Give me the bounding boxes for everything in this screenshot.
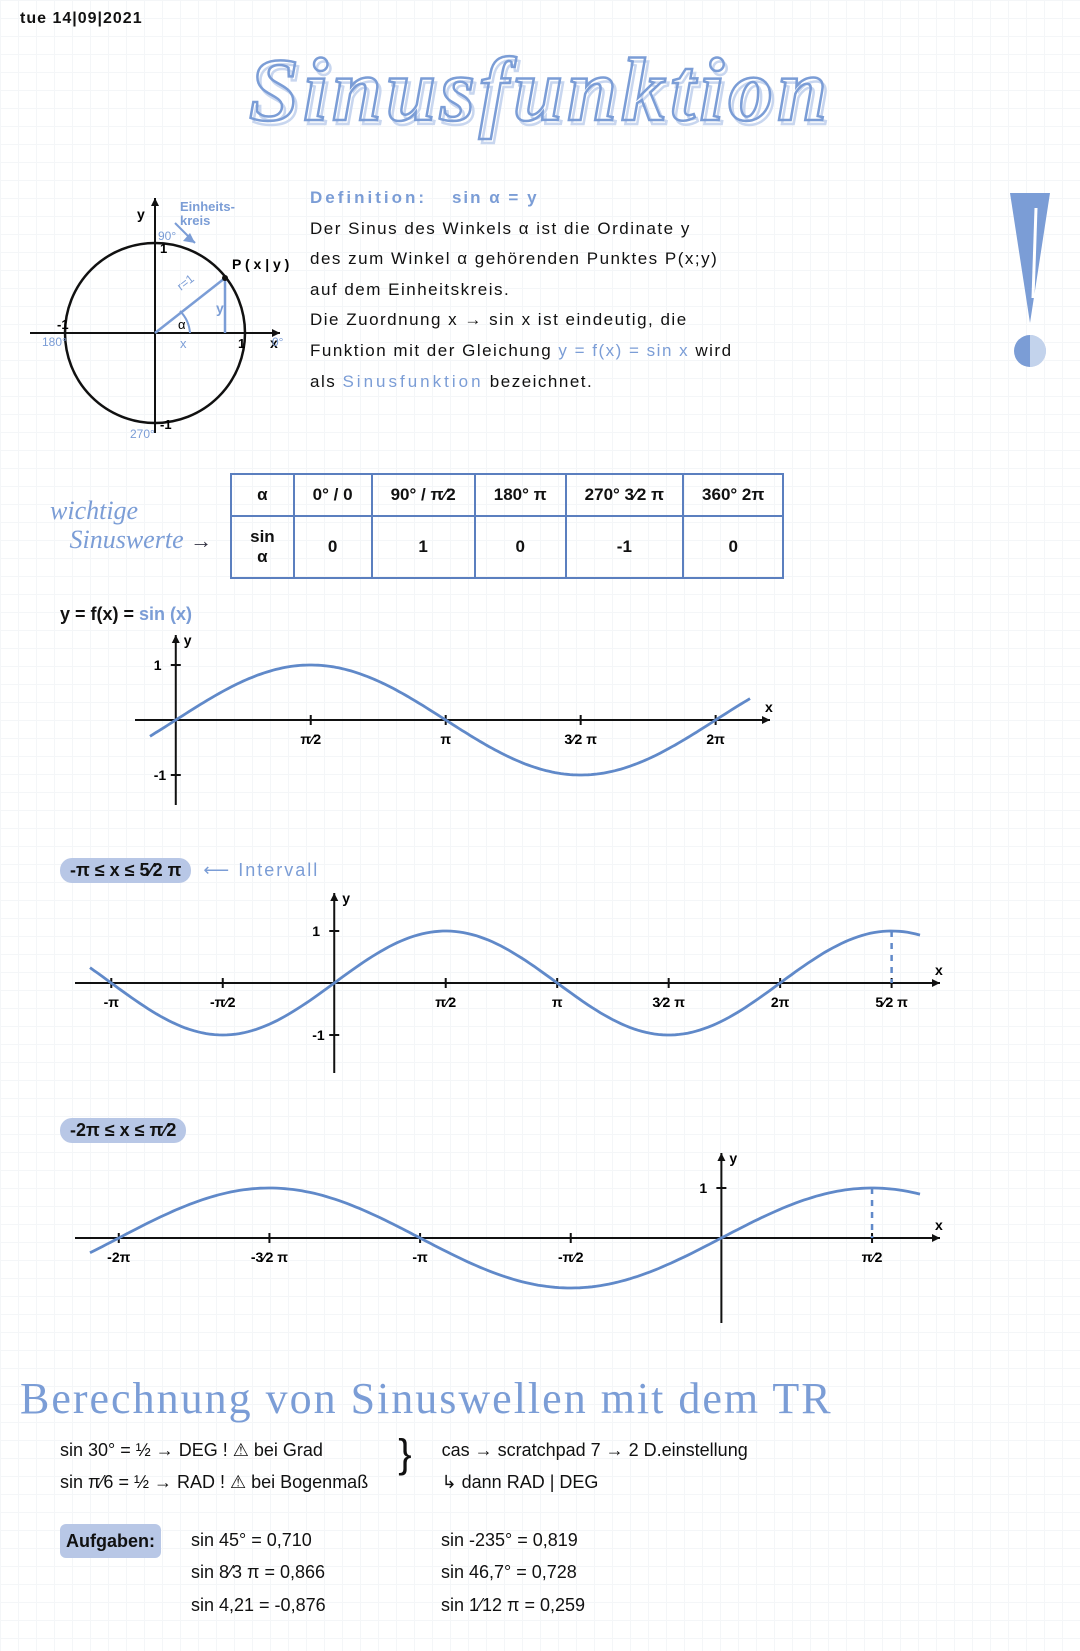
date: tue 14|09|2021 (20, 10, 1060, 28)
svg-text:-π: -π (412, 1249, 428, 1265)
svg-text:Einheits-: Einheits- (180, 199, 235, 214)
svg-text:π: π (440, 731, 451, 747)
svg-text:-1: -1 (312, 1027, 325, 1043)
svg-text:1: 1 (312, 923, 320, 939)
svg-text:-π⁄2: -π⁄2 (210, 994, 236, 1010)
graph2-label: -π ≤ x ≤ 5⁄2 π ⟵ Intervall (20, 858, 1060, 883)
svg-text:-π⁄2: -π⁄2 (558, 1249, 584, 1265)
svg-text:5⁄2 π: 5⁄2 π (875, 994, 908, 1010)
svg-text:-1: -1 (57, 317, 69, 332)
tr-instructions: sin 30° = ½ → DEG ! ⚠ bei Grad sin π⁄6 =… (20, 1434, 1060, 1499)
svg-text:1: 1 (238, 336, 245, 351)
svg-text:-1: -1 (160, 417, 172, 432)
svg-text:x: x (180, 336, 187, 351)
svg-text:1: 1 (154, 657, 162, 673)
svg-text:π⁄2: π⁄2 (300, 731, 321, 747)
svg-text:kreis: kreis (180, 213, 210, 228)
svg-text:P ( x | y ): P ( x | y ) (232, 256, 289, 272)
svg-text:1: 1 (699, 1180, 707, 1196)
svg-text:-π: -π (104, 994, 120, 1010)
svg-text:π⁄2: π⁄2 (435, 994, 456, 1010)
svg-text:3⁄2 π: 3⁄2 π (564, 731, 597, 747)
page-title: Sinusfunktion Sinusfunktion (20, 28, 1060, 153)
svg-text:Sinusfunktion: Sinusfunktion (249, 41, 831, 140)
svg-text:y: y (729, 1150, 737, 1166)
svg-text:-1: -1 (154, 767, 167, 783)
svg-text:x: x (935, 962, 943, 978)
svg-text:π⁄2: π⁄2 (862, 1249, 883, 1265)
graph1: y x 1 -1 π⁄2 π 3⁄2 π 2π (80, 625, 780, 825)
svg-text:0°: 0° (272, 335, 284, 349)
graph1-label: y = f(x) = sin (x) (20, 604, 1060, 625)
svg-text:x: x (935, 1217, 943, 1233)
graph3-label: -2π ≤ x ≤ π⁄2 (20, 1118, 1060, 1143)
sine-values-table: α0° / 090° / π⁄2180° π270° 3⁄2 π360° 2π … (230, 473, 784, 579)
svg-text:r=1: r=1 (174, 271, 197, 293)
graph2: y x 1 -1 -π -π⁄2 π⁄2 π 3⁄2 π 2π 5⁄2 π (50, 883, 950, 1093)
svg-text:2π: 2π (706, 731, 725, 747)
svg-text:180°: 180° (42, 335, 67, 349)
definition-text: Definition: sin α = y Der Sinus des Wink… (310, 183, 970, 397)
svg-text:y: y (184, 632, 192, 648)
svg-text:π: π (552, 994, 563, 1010)
svg-text:y: y (216, 300, 224, 316)
svg-text:-3⁄2 π: -3⁄2 π (251, 1249, 288, 1265)
svg-text:3⁄2 π: 3⁄2 π (652, 994, 685, 1010)
table-label: wichtige Sinuswerte → (50, 497, 212, 554)
svg-text:x: x (765, 699, 773, 715)
svg-text:y: y (342, 890, 350, 906)
graph3: y x 1 -2π -3⁄2 π -π -π⁄2 π⁄2 (50, 1143, 950, 1343)
unit-circle: Einheits- kreis y x P ( x | y ) r=1 y x … (20, 183, 290, 448)
svg-text:y: y (137, 206, 145, 222)
section-tr-title: Berechnung von Sinuswellen mit dem TR (20, 1373, 1060, 1424)
svg-text:2π: 2π (771, 994, 790, 1010)
svg-text:270°: 270° (130, 427, 155, 441)
svg-text:-2π: -2π (107, 1249, 130, 1265)
svg-text:1: 1 (160, 241, 167, 256)
svg-text:α: α (178, 317, 186, 332)
exclamation-icon (990, 183, 1060, 373)
aufgaben-block: Aufgaben: sin 45° = 0,710sin 8⁄3 π = 0,8… (20, 1524, 1060, 1621)
